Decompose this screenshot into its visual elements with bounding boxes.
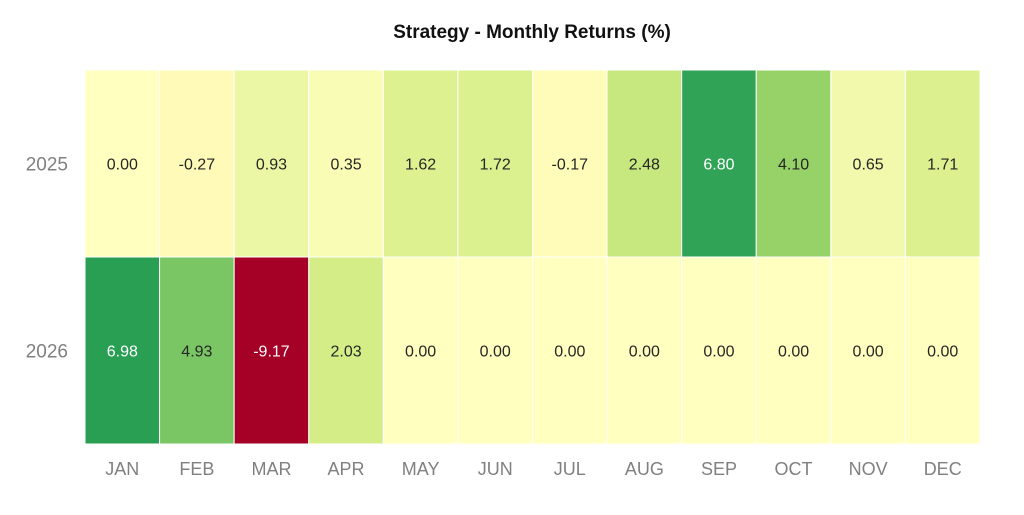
cell-value-label: 0.93 <box>256 157 287 174</box>
cell-value-label: -9.17 <box>253 344 290 361</box>
heatmap-cell-2026-aug <box>606 256 683 445</box>
column-label-jul: JUL <box>554 459 586 479</box>
cell-value-label: 0.00 <box>927 344 958 361</box>
cell-value-label: 0.00 <box>554 344 585 361</box>
heatmap-cell-2026-dec <box>904 256 981 445</box>
cell-value-label: 1.72 <box>480 157 511 174</box>
column-label-aug: AUG <box>625 459 664 479</box>
heatmap-cell-2025-mar <box>233 69 310 258</box>
column-label-jan: JAN <box>105 459 139 479</box>
cell-value-label: 2.48 <box>629 157 660 174</box>
heatmap-cell-2026-oct <box>755 256 832 445</box>
heatmap-cell-2026-may <box>382 256 459 445</box>
column-label-dec: DEC <box>924 459 962 479</box>
row-label-2025: 2025 <box>26 155 68 176</box>
chart-title: Strategy - Monthly Returns (%) <box>393 22 671 43</box>
column-label-jun: JUN <box>478 459 513 479</box>
cell-value-label: 0.00 <box>480 344 511 361</box>
cell-value-label: 0.65 <box>853 157 884 174</box>
column-label-feb: FEB <box>179 459 214 479</box>
cell-value-label: -0.17 <box>552 157 589 174</box>
cell-value-label: 0.00 <box>703 344 734 361</box>
heatmap-cell-2025-oct <box>755 69 832 258</box>
cell-value-label: 1.62 <box>405 157 436 174</box>
cell-value-label: 4.93 <box>181 344 212 361</box>
column-label-may: MAY <box>402 459 440 479</box>
column-label-sep: SEP <box>701 459 737 479</box>
cell-value-label: 0.00 <box>107 157 138 174</box>
cell-value-label: 4.10 <box>778 157 809 174</box>
heatmap-cell-2026-nov <box>830 256 906 445</box>
heatmap-cell-2025-apr <box>308 69 384 258</box>
cell-value-label: -0.27 <box>179 157 216 174</box>
column-labels: JAN FEB MAR APR MAY JUN JUL AUG SEP OCT NOV DEC <box>105 459 961 479</box>
heatmap-cell-2026-mar <box>233 256 310 445</box>
heatmap-cell-2026-apr <box>308 256 384 445</box>
cell-value-label: 0.00 <box>629 344 660 361</box>
cell-value-label: 6.98 <box>107 344 138 361</box>
heatmap-cell-2026-jan <box>84 256 161 445</box>
heatmap-cells: 0.00 -0.27 0.93 0.35 1.62 1.72 -0.17 2.48 6.80 4.… <box>84 69 981 445</box>
row-labels: 2025 2026 <box>26 155 68 363</box>
cell-value-label: 0.00 <box>778 344 809 361</box>
heatmap-cell-2026-feb <box>159 256 235 445</box>
heatmap-cell-2026-sep <box>681 256 757 445</box>
cell-value-label: 0.00 <box>405 344 436 361</box>
column-label-nov: NOV <box>849 459 888 479</box>
row-label-2026: 2026 <box>26 342 68 363</box>
cell-value-label: 2.03 <box>330 344 361 361</box>
heatmap-cell-2025-may <box>382 69 459 258</box>
heatmap-cell-2025-dec <box>904 69 981 258</box>
column-label-apr: APR <box>328 459 365 479</box>
heatmap-cell-2025-aug <box>606 69 683 258</box>
column-label-mar: MAR <box>251 459 291 479</box>
cell-value-label: 6.80 <box>703 157 734 174</box>
column-label-oct: OCT <box>775 459 813 479</box>
heatmap-cell-2026-jul <box>532 256 608 445</box>
cell-value-label: 0.00 <box>853 344 884 361</box>
cell-value-label: 0.35 <box>330 157 361 174</box>
heatmap-cell-2025-feb <box>159 69 235 258</box>
heatmap-cell-2026-jun <box>457 256 534 445</box>
heatmap-cell-2025-jan <box>84 69 161 258</box>
cell-value-label: 1.71 <box>927 157 958 174</box>
heatmap-cell-2025-jun <box>457 69 534 258</box>
